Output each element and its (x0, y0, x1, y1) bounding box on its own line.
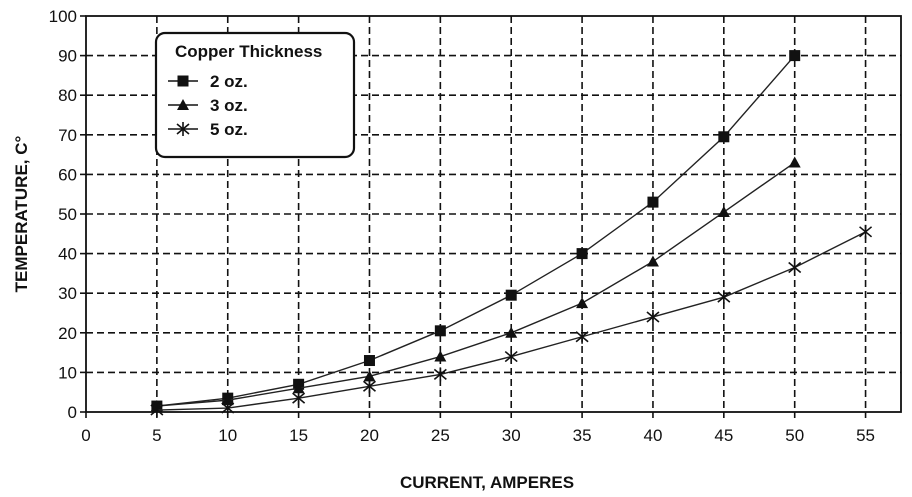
y-tick-label: 30 (58, 284, 77, 303)
legend-entry: 2 oz. (168, 72, 248, 91)
x-tick-label: 50 (785, 426, 804, 445)
legend-entry: 3 oz. (168, 96, 248, 115)
series-3 (150, 224, 873, 418)
x-tick-label: 45 (714, 426, 733, 445)
legend-label: 2 oz. (210, 72, 248, 91)
data-point-triangle (576, 297, 589, 309)
x-tick-label: 5 (152, 426, 161, 445)
data-point-triangle (363, 370, 376, 382)
series-layer (150, 50, 873, 418)
legend: Copper Thickness 2 oz. 3 oz. 5 oz. (154, 31, 356, 159)
legend-entry: 5 oz. (168, 120, 248, 139)
series-line (156, 55, 796, 407)
x-tick-label: 10 (218, 426, 237, 445)
data-point-star (646, 309, 660, 324)
x-tick-label: 25 (431, 426, 450, 445)
data-point-triangle (434, 350, 447, 362)
data-point-triangle (646, 255, 659, 267)
y-tick-label: 70 (58, 126, 77, 145)
data-point-square (576, 248, 588, 260)
data-point-square (363, 355, 375, 367)
x-tick-label: 30 (502, 426, 521, 445)
legend-marker-star (176, 122, 190, 136)
data-point-triangle (505, 326, 518, 338)
y-axis-title: TEMPERATURE, C° (12, 135, 31, 292)
y-tick-label: 80 (58, 86, 77, 105)
data-point-triangle (717, 206, 730, 218)
data-point-square (718, 131, 730, 143)
data-point-star (859, 224, 873, 239)
y-tick-label: 90 (58, 47, 77, 66)
x-axis-title: CURRENT, AMPERES (400, 473, 574, 492)
y-tick-label: 50 (58, 205, 77, 224)
data-point-star (292, 391, 306, 406)
legend-marker-square (177, 75, 189, 87)
y-tick-label: 0 (68, 403, 77, 422)
data-point-star (433, 367, 447, 382)
legend-label: 3 oz. (210, 96, 248, 115)
data-point-square (434, 325, 446, 337)
x-tick-label: 0 (81, 426, 90, 445)
x-tick-label: 15 (289, 426, 308, 445)
y-tick-label: 100 (49, 7, 77, 26)
legend-marker-triangle (177, 99, 189, 110)
legend-box (154, 31, 356, 159)
y-tick-label: 10 (58, 363, 77, 382)
x-tick-label: 35 (573, 426, 592, 445)
data-point-star (575, 329, 589, 344)
x-tick-label: 40 (643, 426, 662, 445)
x-tick-label: 55 (856, 426, 875, 445)
tick-labels: 0 10 20 30 40 50 60 70 80 90 100 0 5 10 15 20 25 30 35 40 45… (49, 7, 875, 445)
data-point-star (362, 379, 376, 394)
data-point-triangle (292, 382, 305, 394)
data-point-triangle (788, 156, 801, 168)
legend-title: Copper Thickness (175, 42, 322, 61)
legend-entries: 2 oz. 3 oz. 5 oz. (168, 72, 248, 139)
data-point-star (788, 260, 802, 275)
data-point-triangle (221, 394, 234, 406)
data-point-star (717, 290, 731, 305)
data-point-star (504, 349, 518, 364)
series-line (156, 161, 796, 407)
y-tick-label: 20 (58, 324, 77, 343)
y-tick-label: 60 (58, 165, 77, 184)
y-tick-label: 40 (58, 245, 77, 264)
legend-label: 5 oz. (210, 120, 248, 139)
data-point-square (505, 289, 517, 301)
data-point-square (647, 196, 659, 208)
x-tick-label: 20 (360, 426, 379, 445)
data-point-square (789, 50, 801, 62)
